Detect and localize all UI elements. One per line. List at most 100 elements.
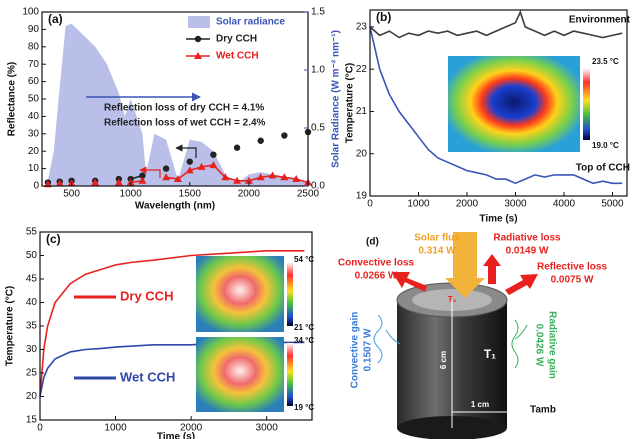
marker — [55, 179, 64, 187]
y-axis-label: Temperature (°C) — [5, 286, 16, 367]
y-tick-label: 40 — [26, 297, 38, 308]
area — [47, 23, 309, 186]
marker — [256, 173, 265, 181]
y-tick-label: 22 — [356, 64, 368, 75]
marker — [162, 173, 171, 181]
colorbar-max: 23.5 °C — [592, 57, 619, 66]
x-axis-label: Time (s) — [157, 432, 195, 439]
radiative-gain-label: Radiative gain — [546, 311, 557, 379]
y2-tick-label: 1.0 — [311, 65, 325, 76]
x-tick-label: 3000 — [256, 423, 279, 434]
marker — [280, 173, 289, 181]
y-tick-label: 19 — [356, 191, 368, 202]
convection-wave — [373, 314, 401, 364]
radiative-gain-value: 0.0426 W — [533, 324, 544, 367]
reflective-loss-value: 0.0075 W — [551, 275, 594, 286]
y-tick-label: 30 — [26, 344, 38, 355]
y-tick-label: 50 — [28, 94, 40, 105]
y-tick-label: 15 — [26, 415, 38, 426]
legend-label: Environment — [569, 15, 631, 26]
legend-marker — [194, 52, 202, 59]
marker — [209, 161, 218, 169]
x-tick-label: 0 — [37, 423, 43, 434]
y-axis-label: Reflectance (%) — [7, 62, 18, 136]
y-tick-label: 20 — [356, 148, 368, 159]
marker — [244, 176, 253, 184]
solar-flux-label: Solar flux — [414, 233, 460, 244]
y-tick-label: 70 — [28, 59, 40, 70]
line — [369, 26, 623, 185]
x-tick-label: 2000 — [238, 189, 261, 200]
y-tick-label: 50 — [26, 250, 38, 261]
x-tick-label: 2000 — [180, 423, 203, 434]
radiation-wave — [511, 319, 528, 369]
legend-label: Dry CCH — [120, 288, 173, 303]
marker — [233, 176, 242, 184]
legend-label: Wet CCH — [120, 369, 175, 384]
height-label: 6 cm — [439, 351, 448, 369]
x-tick-label: 1000 — [104, 423, 127, 434]
y-tick-label: 100 — [22, 7, 39, 18]
marker — [268, 171, 277, 179]
x-tick-label: 0 — [367, 199, 373, 210]
y2-tick-label: 0.5 — [311, 123, 325, 134]
colorbar-max: 34 °C — [294, 336, 314, 345]
colorbar-max: 54 °C — [294, 255, 314, 264]
legend-marker — [194, 35, 202, 43]
radiative-loss-arrow — [483, 254, 501, 284]
thermal-image — [196, 256, 284, 332]
panel-label: (c) — [46, 232, 61, 246]
y-tick-label: 80 — [28, 41, 40, 52]
marker — [233, 144, 241, 151]
x-tick-label: 5000 — [601, 199, 624, 210]
legend-label: Wet CCH — [216, 51, 259, 62]
plot-frame — [369, 9, 628, 197]
y2-tick-label: 0.0 — [311, 181, 325, 192]
chart: 0 1000 2000 3000 15 20 25 30 35 40 45 50 55 Time (s) T… — [5, 227, 313, 439]
marker — [197, 162, 206, 170]
y-tick-label: 45 — [26, 274, 38, 285]
solar-flux-value: 0.314 W — [418, 246, 456, 257]
convective-loss-value: 0.0266 W — [355, 271, 398, 282]
y-axis-label: Temperature (°C) — [345, 63, 356, 144]
y-tick-label: 23 — [356, 22, 368, 33]
marker — [257, 137, 264, 144]
legend-swatch — [188, 16, 210, 28]
marker — [91, 178, 100, 186]
chart: 500 1000 1500 2000 2500 0 10 20 30 40 50 60 70 80 90 10… — [7, 7, 342, 212]
y-tick-label: 35 — [26, 321, 38, 332]
marker — [139, 172, 146, 179]
marker — [221, 173, 230, 181]
colorbar-min: 19 °C — [294, 403, 314, 412]
annotation: Reflection loss of wet CCH = 2.4% — [104, 118, 266, 129]
ambient-temperature: Tamb — [530, 405, 556, 416]
solar-arrow — [453, 232, 477, 278]
radius-label: 1 cm — [471, 400, 489, 409]
marker — [162, 165, 170, 172]
convective-gain-label: Convective gain — [350, 312, 361, 389]
x-tick-label: 1000 — [120, 189, 143, 200]
thermal-image — [448, 56, 580, 152]
y2-axis-label: Solar Radiance (W m⁻² nm⁻¹) — [331, 30, 342, 168]
annotation: Reflection loss of dry CCH = 4.1% — [104, 103, 264, 114]
x-tick-label: 500 — [63, 189, 80, 200]
y-tick-label: 0 — [33, 181, 39, 192]
y-tick-label: 55 — [26, 227, 38, 238]
reflective-loss-arrow — [505, 274, 538, 295]
x-tick-label: 3000 — [504, 199, 527, 210]
marker — [292, 175, 301, 183]
panel-label: (d) — [366, 237, 379, 248]
colorbar-min: 21 °C — [294, 323, 314, 332]
convective-gain-value: 0.1507 W — [363, 328, 374, 371]
y-tick-label: 60 — [28, 76, 40, 87]
panel-label: (b) — [376, 10, 391, 24]
x-tick-label: 2500 — [297, 189, 320, 200]
y-tick-label: 21 — [356, 106, 368, 117]
marker — [114, 178, 123, 186]
marker — [210, 151, 217, 158]
body-temperature: T₁ — [484, 347, 496, 361]
y-tick-label: 20 — [28, 146, 40, 157]
marker — [185, 166, 194, 174]
